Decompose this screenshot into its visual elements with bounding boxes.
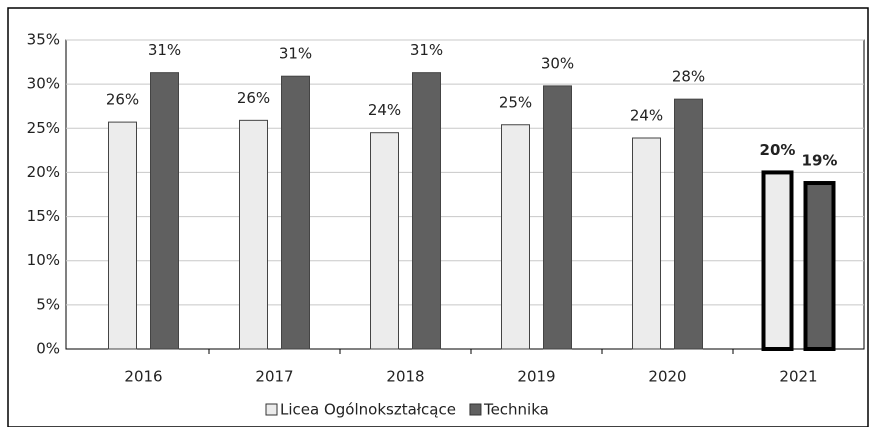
bar <box>803 181 836 351</box>
legend-swatch <box>265 403 278 416</box>
value-label: 25% <box>499 93 532 111</box>
bar <box>281 75 310 350</box>
bar <box>412 72 441 350</box>
y-tick-label: 0% <box>36 340 60 358</box>
bar <box>674 98 703 350</box>
value-label: 20% <box>760 141 796 159</box>
value-label: 31% <box>148 41 181 59</box>
x-tick-label: 2019 <box>517 368 555 386</box>
value-label: 26% <box>106 91 139 109</box>
y-tick-label: 20% <box>27 163 60 181</box>
bar <box>239 119 268 350</box>
chart-frame <box>7 7 869 427</box>
plot-frame <box>65 39 865 350</box>
bar <box>108 121 137 350</box>
y-tick-label: 30% <box>27 75 60 93</box>
value-label: 28% <box>672 68 705 86</box>
legend-label: Licea Ogólnokształcące <box>280 401 456 419</box>
x-tick-label: 2017 <box>255 368 293 386</box>
bar <box>543 85 572 350</box>
x-tick-label: 2016 <box>124 368 162 386</box>
x-tick-label: 2020 <box>648 368 686 386</box>
value-label: 26% <box>237 89 270 107</box>
bar <box>501 124 530 350</box>
bar <box>150 72 179 350</box>
bar <box>632 137 661 350</box>
legend-swatch <box>469 403 482 416</box>
value-label: 19% <box>802 152 838 170</box>
value-label: 31% <box>410 41 443 59</box>
legend-label: Technika <box>483 401 549 419</box>
bar <box>761 170 794 351</box>
value-label: 30% <box>541 54 574 72</box>
value-label: 24% <box>630 106 663 124</box>
bar <box>370 132 399 350</box>
y-tick-label: 5% <box>36 295 60 313</box>
x-tick-label: 2018 <box>386 368 424 386</box>
y-tick-label: 10% <box>27 251 60 269</box>
y-tick-label: 15% <box>27 207 60 225</box>
x-tick-label: 2021 <box>779 368 817 386</box>
y-tick-label: 25% <box>27 119 60 137</box>
value-label: 24% <box>368 101 401 119</box>
y-tick-label: 35% <box>27 31 60 49</box>
value-label: 31% <box>279 45 312 63</box>
